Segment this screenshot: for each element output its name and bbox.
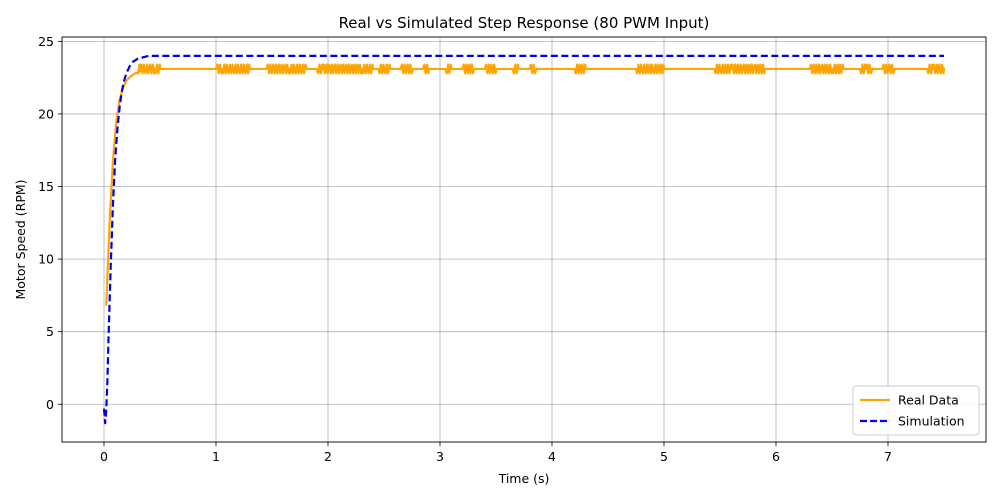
- x-tick-label: 7: [884, 449, 892, 464]
- x-tick-label: 6: [772, 449, 780, 464]
- x-tick-label: 3: [436, 449, 444, 464]
- series-line-real-data: [105, 63, 946, 306]
- y-tick-label: 25: [38, 34, 54, 49]
- y-tick-label: 5: [46, 324, 54, 339]
- chart-title: Real vs Simulated Step Response (80 PWM …: [339, 14, 710, 32]
- legend: Real Data Simulation: [852, 385, 980, 436]
- grid: [62, 37, 986, 442]
- x-tick-label: 1: [212, 449, 220, 464]
- legend-label-simulation: Simulation: [898, 414, 965, 429]
- x-tick-label: 2: [324, 449, 332, 464]
- y-tick-label: 15: [38, 179, 54, 194]
- x-axis-label: Time (s): [498, 471, 550, 486]
- y-axis-label: Motor Speed (RPM): [13, 179, 28, 299]
- y-tick-label: 10: [38, 252, 54, 267]
- x-tick-label: 0: [100, 449, 108, 464]
- series-layer: [102, 54, 946, 425]
- x-tick-label: 5: [660, 449, 668, 464]
- x-tick-label: 4: [548, 449, 556, 464]
- ticks: 0 1 2 3 4 5 6 7 0 5 10 15 20 25: [38, 34, 892, 464]
- series-line-simulation: [102, 54, 944, 425]
- y-tick-label: 0: [46, 397, 54, 412]
- legend-box: [852, 385, 980, 436]
- legend-label-real-data: Real Data: [898, 393, 959, 408]
- y-tick-label: 20: [38, 106, 54, 121]
- plot-frame: [61, 36, 987, 443]
